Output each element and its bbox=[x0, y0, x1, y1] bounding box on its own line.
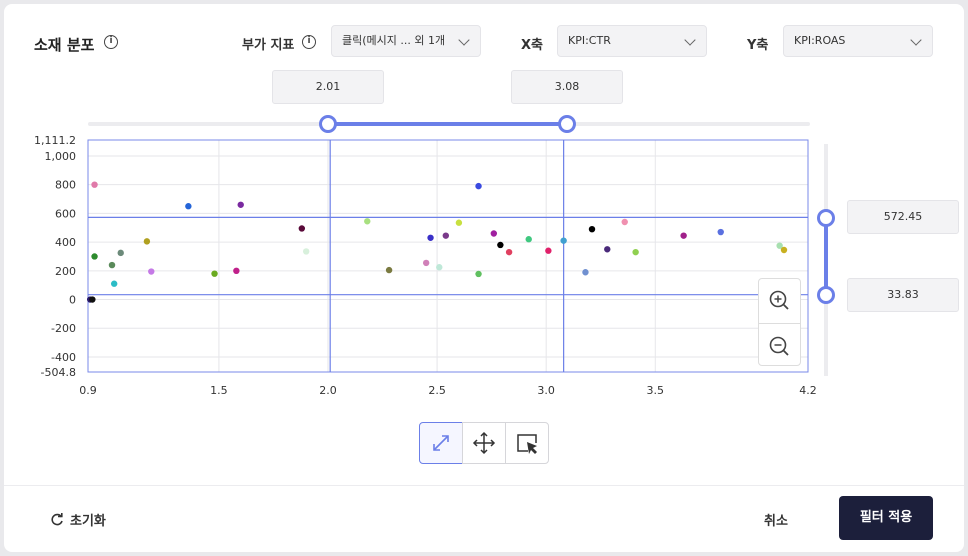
scatter-point bbox=[621, 218, 628, 226]
scatter-point bbox=[582, 269, 589, 276]
scatter-point bbox=[545, 247, 552, 254]
x-range-selection bbox=[328, 122, 567, 126]
y-tick-label: 1,000 bbox=[45, 150, 77, 163]
zoom-in-button[interactable] bbox=[759, 279, 800, 322]
y-tick-label: 1,111.2 bbox=[34, 134, 76, 147]
scatter-point bbox=[632, 248, 639, 256]
y-tick-label: 400 bbox=[55, 236, 76, 249]
scatter-point bbox=[475, 182, 482, 190]
x-tick-label: 3.5 bbox=[647, 384, 665, 397]
x-tick-label: 0.9 bbox=[79, 384, 97, 397]
x-max-input[interactable]: 3.08 bbox=[511, 70, 623, 104]
scatter-point bbox=[211, 270, 218, 277]
x-tick-label: 1.5 bbox=[210, 384, 228, 397]
scatter-point bbox=[91, 181, 98, 188]
scatter-point bbox=[680, 232, 687, 239]
scatter-point bbox=[490, 230, 498, 237]
y-tick-label: 0 bbox=[69, 294, 76, 307]
move-icon bbox=[472, 431, 496, 455]
y-min-handle[interactable] bbox=[817, 286, 835, 304]
scatter-point bbox=[525, 236, 532, 243]
scatter-point bbox=[436, 264, 443, 271]
x-tick-label: 3.0 bbox=[537, 384, 555, 397]
x-tick-label: 4.2 bbox=[799, 384, 817, 397]
y-axis-value: KPI:ROAS bbox=[794, 34, 846, 47]
select-area-button[interactable] bbox=[505, 422, 549, 464]
scatter-point bbox=[148, 268, 155, 275]
footer-divider bbox=[4, 485, 964, 486]
select-area-icon bbox=[517, 434, 537, 454]
extra-metric-select[interactable]: 클릭(메시지 ... 외 1개 bbox=[331, 25, 481, 57]
pan-button[interactable] bbox=[462, 422, 506, 464]
scatter-filter-modal: 소재 분포 i 부가 지표 i 클릭(메시지 ... 외 1개 X축 KPI:C… bbox=[4, 4, 964, 552]
x-min-input[interactable]: 2.01 bbox=[272, 70, 384, 104]
y-max-handle[interactable] bbox=[817, 209, 835, 227]
info-icon[interactable]: i bbox=[104, 35, 118, 49]
scatter-point bbox=[427, 234, 434, 241]
cancel-button[interactable]: 취소 bbox=[764, 514, 788, 529]
scatter-chart[interactable]: 1,111.2 1,000 800 600 400 200 0 -200 -400 -504.80… bbox=[4, 4, 964, 404]
scatter-point bbox=[560, 237, 567, 244]
x-axis-label: X축 bbox=[521, 38, 543, 53]
scatter-point bbox=[776, 242, 783, 249]
scatter-point bbox=[298, 225, 306, 232]
scatter-point bbox=[497, 241, 504, 249]
scatter-point bbox=[588, 225, 596, 233]
x-axis-select[interactable]: KPI:CTR bbox=[557, 25, 707, 57]
scatter-point bbox=[475, 270, 482, 278]
scatter-point bbox=[442, 232, 450, 239]
scatter-point bbox=[237, 201, 244, 208]
zoom-out-icon bbox=[769, 336, 789, 356]
extra-metric-label: 부가 지표 bbox=[242, 38, 295, 53]
y-tick-label: -504.8 bbox=[41, 366, 76, 379]
reset-label: 초기화 bbox=[70, 514, 106, 529]
x-tick-label: 2.5 bbox=[428, 384, 446, 397]
y-tick-label: 800 bbox=[55, 179, 76, 192]
scatter-point bbox=[233, 267, 240, 275]
scatter-point bbox=[422, 259, 430, 267]
fit-view-button[interactable] bbox=[419, 422, 463, 464]
y-tick-label: -400 bbox=[51, 351, 76, 364]
info-icon[interactable]: i bbox=[302, 35, 316, 49]
refresh-icon bbox=[51, 513, 63, 526]
y-tick-label: 200 bbox=[55, 265, 76, 278]
scatter-point bbox=[91, 253, 98, 260]
y-axis-select[interactable]: KPI:ROAS bbox=[783, 25, 933, 57]
y-axis-label: Y축 bbox=[747, 38, 769, 53]
scatter-point bbox=[89, 296, 96, 303]
y-max-input[interactable]: 572.45 bbox=[847, 200, 959, 234]
zoom-controls bbox=[758, 278, 801, 366]
scatter-point bbox=[110, 280, 118, 287]
extra-metric-value: 클릭(메시지 ... 외 1개 bbox=[342, 34, 446, 47]
y-range-selection bbox=[824, 218, 828, 295]
scatter-point bbox=[117, 249, 124, 257]
x-max-handle[interactable] bbox=[558, 115, 576, 133]
y-tick-label: 600 bbox=[55, 207, 76, 220]
scatter-point bbox=[143, 238, 151, 245]
scatter-point bbox=[364, 218, 371, 225]
zoom-out-button[interactable] bbox=[759, 323, 800, 366]
scatter-point bbox=[108, 261, 116, 269]
expand-icon bbox=[433, 435, 449, 451]
x-axis-value: KPI:CTR bbox=[568, 34, 611, 47]
y-min-input[interactable]: 33.83 bbox=[847, 278, 959, 312]
reset-button[interactable]: 초기화 bbox=[50, 510, 106, 529]
x-min-handle[interactable] bbox=[319, 115, 337, 133]
scatter-point bbox=[604, 246, 611, 253]
scatter-point bbox=[505, 248, 513, 256]
apply-filter-button[interactable]: 필터 적용 bbox=[839, 496, 933, 540]
scatter-point bbox=[717, 228, 724, 236]
zoom-in-icon bbox=[769, 290, 789, 310]
scatter-point bbox=[385, 266, 393, 274]
scatter-point bbox=[302, 248, 310, 255]
page-title: 소재 분포 bbox=[34, 36, 95, 54]
y-tick-label: -200 bbox=[51, 322, 76, 335]
scatter-point bbox=[455, 219, 463, 226]
x-tick-label: 2.0 bbox=[319, 384, 337, 397]
scatter-point bbox=[185, 203, 192, 210]
plot-area-border bbox=[87, 139, 809, 373]
scatter-point bbox=[780, 246, 788, 254]
